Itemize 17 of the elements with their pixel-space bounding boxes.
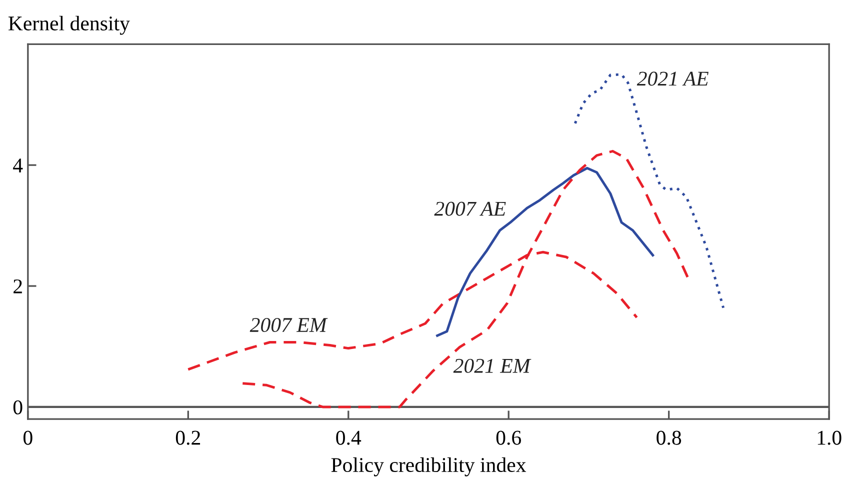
series-label: 2007 AE <box>434 202 506 216</box>
x-tick-label: 0.8 <box>656 430 682 445</box>
x-tick-label: 0 <box>24 430 32 445</box>
line-series <box>436 166 654 337</box>
series-label: 2021 EM <box>453 358 532 373</box>
x-tick-label: 1.0 <box>818 430 842 445</box>
y-axis-title: Kernel density <box>8 16 130 35</box>
series-label: 2021 AE <box>636 72 708 86</box>
x-tick-label: 0.4 <box>336 430 362 445</box>
x-tick-label: 0.6 <box>496 430 522 445</box>
series-label: 2007 EM <box>250 318 328 332</box>
x-tick-label: 0.2 <box>176 430 200 445</box>
line-series <box>574 73 725 310</box>
x-axis-title: Policy credibility index <box>331 457 526 476</box>
y-tick-label: 0 <box>13 400 22 414</box>
y-tick-label: 2 <box>14 279 22 294</box>
y-tick-label: 4 <box>13 158 23 172</box>
